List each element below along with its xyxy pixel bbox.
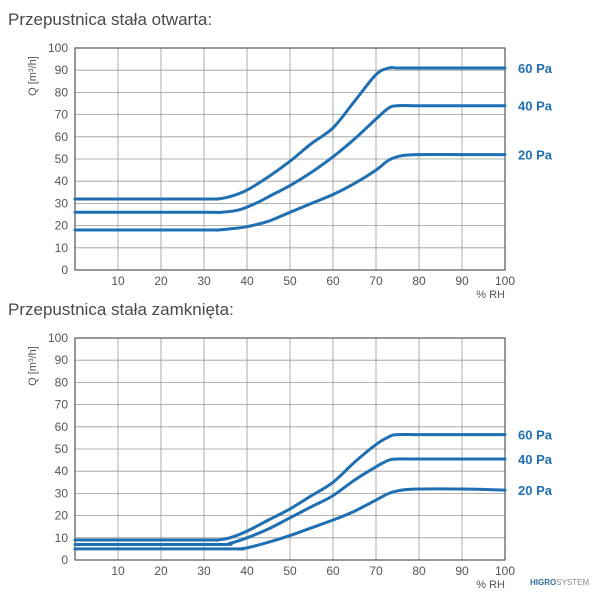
series-label-40-pa: 40 Pa xyxy=(518,99,553,114)
series-label-40-pa: 40 Pa xyxy=(518,452,553,467)
y-tick-label: 0 xyxy=(61,553,68,567)
y-tick-label: 70 xyxy=(55,398,69,412)
y-tick-label: 80 xyxy=(55,375,69,389)
y-tick-label: 50 xyxy=(55,152,69,166)
x-axis-label: % RH xyxy=(476,579,505,591)
x-tick-label: 20 xyxy=(154,564,168,578)
chart-2-title: Przepustnica stała zamknięta: xyxy=(8,300,234,319)
x-tick-label: 30 xyxy=(197,564,211,578)
x-tick-label: 100 xyxy=(495,564,515,578)
logo-part1: HIGRO xyxy=(530,578,557,587)
x-tick-label: 10 xyxy=(111,564,125,578)
y-tick-label: 20 xyxy=(55,509,69,523)
x-tick-label: 90 xyxy=(455,274,469,288)
plot-frame xyxy=(74,47,506,271)
x-tick-label: 80 xyxy=(412,274,426,288)
y-tick-label: 60 xyxy=(55,130,69,144)
y-tick-label: 80 xyxy=(55,85,69,99)
series-line-60-pa xyxy=(73,432,507,542)
x-tick-label: 80 xyxy=(412,564,426,578)
y-tick-label: 100 xyxy=(48,331,68,345)
y-tick-label: 30 xyxy=(55,486,69,500)
x-tick-label: 50 xyxy=(283,274,297,288)
y-axis-label: Q [m³/h] xyxy=(27,346,39,386)
grid xyxy=(75,48,505,270)
y-tick-label: 100 xyxy=(48,41,68,55)
x-tick-label: 20 xyxy=(154,274,168,288)
x-tick-label: 60 xyxy=(326,564,340,578)
y-tick-label: 20 xyxy=(55,219,69,233)
y-tick-label: 10 xyxy=(55,241,69,255)
y-tick-label: 30 xyxy=(55,196,69,210)
y-tick-label: 70 xyxy=(55,108,69,122)
x-axis-label: % RH xyxy=(476,289,505,301)
x-tick-label: 40 xyxy=(240,274,254,288)
series-line-20-pa xyxy=(73,153,507,232)
chart-1-title: Przepustnica stała otwarta: xyxy=(8,10,213,29)
y-tick-label: 60 xyxy=(55,420,69,434)
series-line-40-pa xyxy=(73,104,507,214)
x-tick-label: 10 xyxy=(111,274,125,288)
x-tick-label: 40 xyxy=(240,564,254,578)
series-line-20-pa xyxy=(73,487,507,551)
plot-frame xyxy=(74,337,506,561)
logo-part2: SYSTEM xyxy=(556,578,590,587)
x-tick-label: 90 xyxy=(455,564,469,578)
y-axis-label: Q [m³/h] xyxy=(27,56,39,96)
y-tick-label: 50 xyxy=(55,442,69,456)
y-tick-label: 90 xyxy=(55,63,69,77)
y-tick-label: 40 xyxy=(55,174,69,188)
x-tick-label: 100 xyxy=(495,274,515,288)
series-label-20-pa: 20 Pa xyxy=(518,483,553,498)
chart-open-damper: 0 10 20 30 40 50 60 70 80 90 100 10 20 30 40 50 60 70 80 90… xyxy=(27,41,553,301)
chart-closed-damper: 0 10 20 30 40 50 60 70 80 90 100 10 20 30 40 50 60 70 80 90… xyxy=(27,331,553,591)
y-tick-label: 0 xyxy=(61,263,68,277)
x-tick-label: 30 xyxy=(197,274,211,288)
grid xyxy=(75,338,505,560)
series-line-40-pa xyxy=(73,457,507,547)
y-tick-label: 40 xyxy=(55,464,69,478)
x-tick-label: 50 xyxy=(283,564,297,578)
x-tick-label: 70 xyxy=(369,564,383,578)
series-label-60-pa: 60 Pa xyxy=(518,61,553,76)
y-tick-label: 10 xyxy=(55,531,69,545)
series-label-20-pa: 20 Pa xyxy=(518,148,553,163)
series-line-60-pa xyxy=(73,66,507,201)
series-label-60-pa: 60 Pa xyxy=(518,428,553,443)
x-tick-label: 60 xyxy=(326,274,340,288)
y-tick-label: 90 xyxy=(55,353,69,367)
x-tick-label: 70 xyxy=(369,274,383,288)
higrosystem-logo: HIGROSYSTEM xyxy=(530,578,589,587)
